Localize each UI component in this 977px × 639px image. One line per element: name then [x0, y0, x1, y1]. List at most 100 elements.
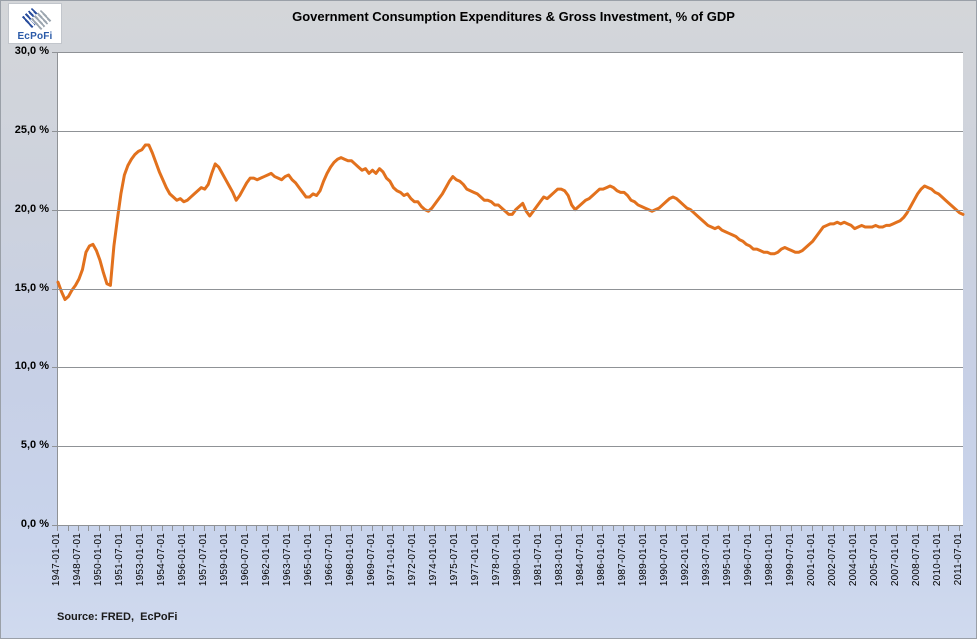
- x-axis-tick: [423, 526, 425, 531]
- x-axis-label: 1947-01-01: [51, 533, 62, 587]
- x-axis-tick: [382, 526, 383, 531]
- x-axis-tick: [958, 526, 960, 531]
- x-axis-tick: [98, 526, 100, 531]
- x-axis-label: 1957-07-01: [197, 533, 209, 587]
- y-axis-label: 10,0 %: [14, 360, 49, 372]
- x-axis-label: 2004-01-01: [847, 533, 859, 587]
- x-axis-label: 1989-01-01: [638, 533, 649, 587]
- x-axis-tick: [193, 526, 195, 531]
- y-axis-label: 20,0 %: [14, 203, 49, 215]
- x-axis-tick: [602, 526, 604, 531]
- x-axis-tick: [801, 526, 803, 531]
- x-axis-label: 2007-01-01: [889, 533, 901, 587]
- x-axis-tick: [948, 526, 949, 531]
- x-axis-tick: [528, 526, 530, 531]
- x-axis-tick: [78, 526, 79, 531]
- x-axis-tick: [706, 526, 708, 531]
- x-axis-tick: [235, 526, 237, 531]
- x-axis-tick: [392, 526, 394, 531]
- x-axis-tick: [539, 526, 541, 531]
- x-axis-tick: [885, 526, 887, 531]
- x-axis-label: 2005-07-01: [868, 533, 880, 587]
- x-axis-tick: [57, 526, 58, 531]
- x-axis-tick: [214, 526, 216, 531]
- x-axis-tick: [654, 526, 656, 531]
- y-axis-tick: [52, 289, 57, 290]
- x-axis-tick: [665, 526, 666, 531]
- x-axis-label: 1996-07-01: [742, 533, 754, 587]
- y-axis-label: 25,0 %: [14, 124, 49, 136]
- x-axis-tick: [329, 526, 331, 531]
- x-axis-tick: [203, 526, 205, 531]
- x-axis-label: 1972-07-01: [407, 533, 419, 587]
- x-axis-tick: [455, 526, 457, 531]
- x-axis-label: 1978-07-01: [491, 533, 503, 587]
- y-axis-label: 15,0 %: [14, 282, 49, 294]
- x-axis-tick: [644, 526, 645, 531]
- x-axis-label: 1968-01-01: [344, 533, 356, 587]
- chart-title: Government Consumption Expenditures & Gr…: [292, 9, 735, 24]
- x-axis-label: 1963-07-01: [281, 533, 293, 587]
- x-axis-tick: [287, 526, 289, 531]
- x-axis-tick: [874, 526, 876, 531]
- x-axis-tick: [109, 526, 111, 531]
- line-chart-svg: [56, 143, 965, 302]
- x-axis-tick: [476, 526, 478, 531]
- x-axis-tick: [308, 526, 310, 531]
- x-axis-label: 1965-01-01: [302, 533, 314, 587]
- x-axis-tick: [340, 526, 341, 531]
- x-axis-label: 1975-07-01: [449, 533, 461, 587]
- x-axis-tick: [937, 526, 939, 531]
- logo-diamond-gray: [30, 10, 52, 30]
- x-axis-tick: [727, 526, 729, 531]
- x-axis-tick: [350, 526, 352, 531]
- x-axis-tick: [402, 526, 404, 531]
- x-axis-label: 1977-01-01: [470, 533, 482, 587]
- x-axis-label: 1995-01-01: [721, 533, 733, 587]
- x-axis-tick: [507, 526, 509, 531]
- x-axis-tick: [298, 526, 300, 531]
- x-axis-tick: [266, 526, 268, 531]
- x-axis-label: 1948-07-01: [72, 533, 83, 587]
- x-axis-tick: [675, 526, 677, 531]
- x-axis-tick: [780, 526, 782, 531]
- x-axis-label: 1959-01-01: [218, 533, 230, 587]
- x-axis-tick: [581, 526, 583, 531]
- x-axis-tick: [623, 526, 625, 531]
- x-axis-label: 2008-07-01: [910, 533, 922, 587]
- x-axis-tick: [633, 526, 635, 531]
- x-axis-tick: [434, 526, 436, 531]
- x-axis-tick: [906, 526, 908, 531]
- x-axis-tick: [182, 526, 184, 531]
- x-axis-tick: [864, 526, 866, 531]
- x-axis-tick: [570, 526, 572, 531]
- x-axis-tick: [738, 526, 740, 531]
- x-axis-tick: [413, 526, 415, 531]
- x-axis-tick: [497, 526, 499, 531]
- x-axis-label: 1992-01-01: [680, 533, 691, 587]
- x-axis-tick: [560, 526, 562, 531]
- y-axis-tick: [52, 525, 57, 526]
- x-axis-tick: [759, 526, 761, 531]
- x-axis-label: 1969-07-01: [365, 533, 377, 587]
- x-axis-tick: [591, 526, 593, 531]
- gridline-10: [58, 367, 963, 368]
- x-axis-tick: [696, 526, 698, 531]
- ecpofi-logo-text: EcPoFi: [17, 31, 53, 42]
- x-axis-label: 1987-07-01: [617, 533, 629, 587]
- y-axis-tick: [52, 446, 57, 447]
- x-axis-tick: [140, 526, 142, 531]
- gridline-20: [58, 210, 963, 211]
- x-axis-tick: [465, 526, 467, 531]
- gridline-30: [58, 52, 963, 53]
- x-axis-label: 1980-01-01: [512, 533, 524, 587]
- y-axis-label: 30,0 %: [14, 45, 49, 57]
- x-axis-label: 1971-01-01: [386, 533, 398, 587]
- x-axis-tick: [717, 526, 719, 531]
- x-axis-label: 1960-07-01: [239, 533, 251, 587]
- x-axis-label: 1950-01-01: [92, 533, 104, 587]
- x-axis-tick: [361, 526, 362, 531]
- x-axis-tick: [612, 526, 614, 531]
- x-axis-tick: [224, 526, 226, 531]
